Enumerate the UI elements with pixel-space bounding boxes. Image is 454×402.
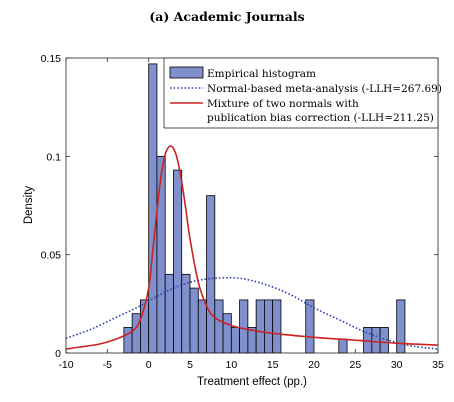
histogram-bar [256, 300, 264, 353]
legend: Empirical histogram Normal-based meta-an… [164, 58, 442, 128]
histogram-bar [240, 300, 248, 353]
histogram-bar [157, 156, 165, 353]
histogram-bar [190, 288, 198, 353]
x-tick-label: 35 [432, 359, 444, 371]
y-tick-label: 0 [55, 348, 61, 360]
x-tick-label: 15 [267, 359, 279, 371]
legend-label-mixture-line1: Mixture of two normals with [207, 98, 359, 110]
histogram-bar [149, 64, 157, 353]
x-tick-label: 30 [391, 359, 403, 371]
histogram-bar [273, 300, 281, 353]
histogram-bar [372, 327, 380, 353]
histogram-bar [173, 170, 181, 353]
x-tick-label: -5 [103, 359, 112, 371]
legend-label-normal: Normal-based meta-analysis (-LLH=267.69) [207, 83, 442, 95]
x-axis-label: Treatment effect (pp.) [197, 376, 307, 388]
y-tick-label: 0.05 [41, 250, 62, 262]
histogram-bar [182, 274, 190, 353]
y-tick-label: 0.15 [41, 53, 62, 65]
histogram-bar [124, 327, 132, 353]
x-tick-label: 0 [146, 359, 152, 371]
legend-label-mixture-line2: publication bias correction (-LLH=211.25… [207, 112, 434, 124]
histogram-bar [339, 339, 347, 353]
x-tick-label: 10 [225, 359, 237, 371]
histogram-bar [198, 300, 206, 353]
histogram-bar [223, 314, 231, 353]
histogram-bar [397, 300, 405, 353]
histogram-bar [215, 300, 223, 353]
y-tick-label: 0.1 [46, 151, 61, 163]
legend-swatch-histogram [170, 67, 203, 78]
histogram-bar [231, 327, 239, 353]
y-axis-label: Density [23, 186, 35, 225]
histogram-bar [264, 300, 272, 353]
histogram-bar [132, 314, 140, 353]
x-tick-label: 5 [187, 359, 193, 371]
histogram-bar [207, 196, 215, 353]
legend-label-histogram: Empirical histogram [207, 68, 316, 80]
x-tick-label: -10 [58, 359, 73, 371]
histogram-bar [306, 300, 314, 353]
x-tick-label: 25 [349, 359, 361, 371]
chart-title: (a) Academic Journals [149, 9, 304, 24]
histogram-bar [165, 274, 173, 353]
x-tick-label: 20 [308, 359, 320, 371]
